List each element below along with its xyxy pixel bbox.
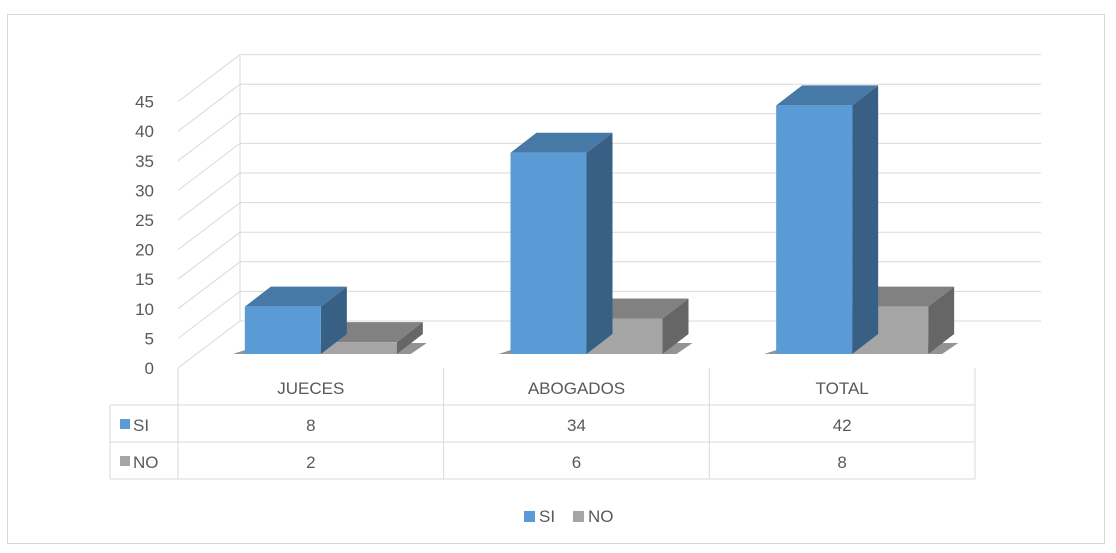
gridline-depth xyxy=(177,320,241,369)
data-label: 2 xyxy=(306,453,315,472)
table-legend-key-no xyxy=(120,456,130,466)
y-tick-label: 30 xyxy=(135,181,154,200)
table-series-label: NO xyxy=(133,453,159,472)
data-label: 34 xyxy=(567,416,586,435)
bar-top-si xyxy=(510,132,613,153)
legend-key-no xyxy=(573,511,584,522)
gridline-depth xyxy=(177,261,241,310)
gridline-depth xyxy=(177,172,241,221)
gridline-depth xyxy=(177,54,241,102)
gridline-depth xyxy=(177,83,241,132)
data-label: 42 xyxy=(833,416,852,435)
legend-label: SI xyxy=(539,507,555,526)
legend-key-si xyxy=(524,511,535,522)
bar-side-si xyxy=(852,85,879,355)
table-series-label: SI xyxy=(133,416,149,435)
gridline-depth xyxy=(177,113,241,162)
gridline-depth xyxy=(177,291,241,339)
data-label: 6 xyxy=(572,453,581,472)
bar-side-no xyxy=(928,286,955,354)
bar-side-no xyxy=(396,322,423,354)
data-label: 8 xyxy=(837,453,846,472)
gridline-depth xyxy=(177,202,241,250)
category-label: JUECES xyxy=(277,379,344,398)
y-tick-label: 10 xyxy=(135,300,154,319)
bar-si-abogados xyxy=(510,152,587,354)
gridline-depth xyxy=(177,143,241,191)
y-tick-label: 35 xyxy=(135,152,154,171)
bar-side-si xyxy=(586,132,613,354)
y-tick-label: 15 xyxy=(135,270,154,289)
data-label: 8 xyxy=(306,416,315,435)
y-tick-label: 20 xyxy=(135,241,154,260)
y-tick-label: 25 xyxy=(135,211,154,230)
bar-side-no xyxy=(662,298,689,354)
y-tick-label: 0 xyxy=(145,359,154,378)
gridline-depth xyxy=(177,231,241,280)
bar-no-jueces xyxy=(320,342,397,354)
bar-top-si xyxy=(244,286,347,307)
legend-label: NO xyxy=(588,507,614,526)
bar-side-si xyxy=(320,286,347,354)
y-tick-label: 45 xyxy=(135,93,154,112)
y-tick-label: 5 xyxy=(145,329,154,348)
category-label: TOTAL xyxy=(816,379,869,398)
bar-si-total xyxy=(776,105,853,354)
y-tick-label: 40 xyxy=(135,122,154,141)
bar-si-jueces xyxy=(244,306,321,354)
table-legend-key-si xyxy=(120,419,130,429)
category-label: ABOGADOS xyxy=(528,379,625,398)
bar-top-si xyxy=(776,85,879,106)
